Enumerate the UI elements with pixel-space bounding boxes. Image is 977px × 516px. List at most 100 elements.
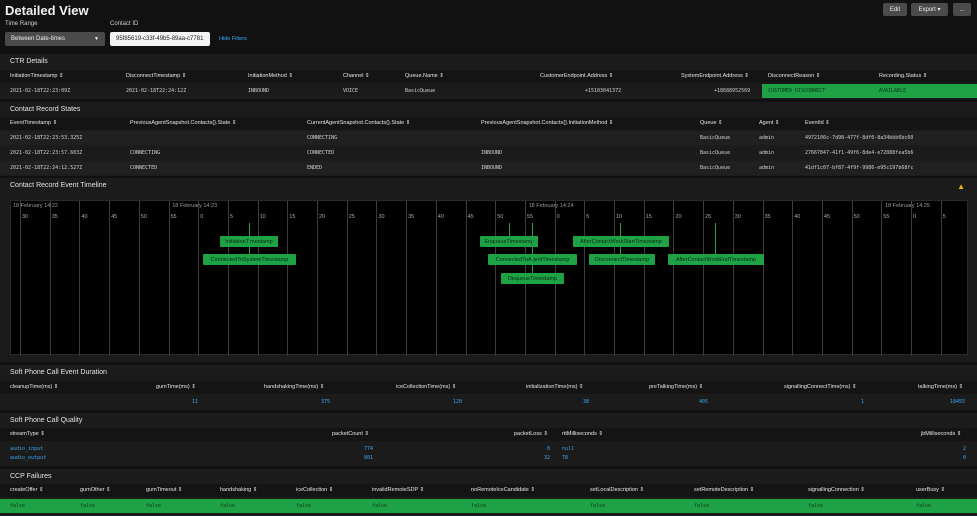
timeline-gridline: [168, 201, 170, 356]
col-header[interactable]: InitiationTimestamp ⇕: [10, 73, 64, 79]
timeline-gridline: [138, 201, 140, 356]
timeline-gridline: [673, 201, 675, 356]
col-header[interactable]: iceCollectionTime(ms) ⇕: [396, 384, 457, 390]
hide-filters-link[interactable]: Hide Filters: [219, 36, 247, 42]
col-header[interactable]: DisconnectReason ⇕: [768, 73, 821, 79]
col-header[interactable]: iceCollection ⇕: [296, 487, 334, 493]
timeline-gridline: [317, 201, 318, 356]
col-header[interactable]: EventTimestamp ⇕: [10, 120, 58, 126]
timeline-event[interactable]: AfterContactWorkStartTimestamp: [573, 236, 669, 247]
timeline-gridline: [792, 201, 794, 356]
timeline-tick-label: 0: [200, 214, 204, 220]
timeline-tick-label: 50: [497, 214, 504, 220]
timeline-event[interactable]: ConnectedToSystemTimestamp: [203, 254, 296, 265]
timeline-event[interactable]: DisconnectTimestamp: [589, 254, 655, 265]
col-header[interactable]: talkingTime(ms) ⇕: [918, 384, 964, 390]
col-header[interactable]: signallingConnectTime(ms) ⇕: [784, 384, 857, 390]
timeline-tick-label: 5: [229, 214, 233, 220]
col-header[interactable]: Agent ⇕: [759, 120, 780, 126]
col-header[interactable]: jbMilliseconds ⇕: [921, 431, 962, 437]
col-header[interactable]: gumTime(ms) ⇕: [156, 384, 196, 390]
col-header[interactable]: CustomerEndpoint.Address ⇕: [540, 73, 614, 79]
quality-header-row: streamType ⇕ packetCount ⇕ packetLoss ⇕ …: [0, 428, 977, 441]
timeline-tick-label: 45: [467, 214, 474, 220]
timeline-tick-label: 30: [22, 214, 29, 220]
edit-button[interactable]: Edit: [883, 3, 907, 16]
event-marker-line: [249, 223, 250, 254]
col-header[interactable]: handshaking ⇕: [220, 487, 258, 493]
col-header[interactable]: PreviousAgentSnapshot.Contacts{}.Initiat…: [481, 120, 614, 126]
timeline-tick-label: 20: [319, 214, 326, 220]
col-header[interactable]: setRemoteDescription ⇕: [694, 487, 755, 493]
duration-title: Soft Phone Call Event Duration: [10, 369, 107, 376]
col-header[interactable]: signallingConnection ⇕: [808, 487, 865, 493]
col-header[interactable]: cleanupTime(ms) ⇕: [10, 384, 59, 390]
col-header[interactable]: handshakingTime(ms) ⇕: [264, 384, 325, 390]
disconnect-reason: CUSTOMER_DISCONNECT: [768, 88, 826, 94]
more-button[interactable]: ...: [953, 3, 971, 16]
contact-id-label: Contact ID: [110, 21, 139, 27]
time-range-select[interactable]: Between Date-times ▼: [5, 32, 105, 46]
col-header[interactable]: gumTimeout ⇕: [146, 487, 183, 493]
col-header[interactable]: Queue ⇕: [700, 120, 723, 126]
timeline-event[interactable]: DequeueTimestamp: [501, 273, 564, 284]
timeline-gridline: [346, 201, 348, 356]
col-header[interactable]: noRemoteIceCandidate ⇕: [471, 487, 535, 493]
timeline-tick-label: 35: [764, 214, 771, 220]
col-header[interactable]: packetLoss ⇕: [514, 431, 548, 437]
timeline-tick-label: 10: [259, 214, 266, 220]
timeline-gridline: [109, 201, 111, 356]
warning-icon[interactable]: ▲: [957, 182, 965, 191]
timeline-event[interactable]: EnqueueTimestamp: [480, 236, 538, 247]
timeline-tick-label: 55: [883, 214, 890, 220]
timeline-gridline: [79, 201, 81, 356]
col-header[interactable]: Queue.Name ⇕: [405, 73, 444, 79]
status-highlight: [762, 84, 977, 98]
timeline-gridline: [435, 201, 437, 356]
col-header[interactable]: DisconnectTimestamp ⇕: [126, 73, 187, 79]
export-button[interactable]: Export ▾: [911, 3, 948, 16]
col-header[interactable]: streamType ⇕: [10, 431, 45, 437]
timeline-tick-label: 25: [348, 214, 355, 220]
timeline-date-label: 18 February 14:22: [13, 203, 58, 209]
quality-title: Soft Phone Call Quality: [10, 417, 83, 424]
col-header[interactable]: PreviousAgentSnapshot.Contacts{}.State ⇕: [130, 120, 237, 126]
col-header[interactable]: CurrentAgentSnapshot.Contacts{}.State ⇕: [307, 120, 411, 126]
col-header[interactable]: userBusy ⇕: [916, 487, 946, 493]
timeline-chart[interactable]: 30 35 40 45 50 55 0 5 10 15 20 25 30 35 40 45 50 55 0 5 10 15…: [10, 200, 968, 356]
ccp-header-row: createOffer ⇕ gumOther ⇕ gumTimeout ⇕ ha…: [0, 484, 977, 497]
col-header[interactable]: packetCount ⇕: [332, 431, 370, 437]
col-header[interactable]: rttMilliseconds ⇕: [562, 431, 603, 437]
table-row: 11 375 120 38 405 1 18455: [192, 399, 966, 405]
timeline-event[interactable]: AfterContactWorkEndTimestamp: [668, 254, 764, 265]
col-header[interactable]: SystemEndpoint.Address ⇕: [681, 73, 749, 79]
col-header[interactable]: preTalkingTime(ms) ⇕: [649, 384, 704, 390]
col-header[interactable]: Recording.Status ⇕: [879, 73, 928, 79]
timeline-date-label: 18 February 14:24: [528, 203, 574, 209]
col-header[interactable]: setLocalDescription ⇕: [590, 487, 645, 493]
col-header[interactable]: gumOther ⇕: [80, 487, 111, 493]
timeline-tick-label: 45: [111, 214, 118, 220]
contact-id-input[interactable]: 95f85619-c33f-49b5-89aa-c7781: [110, 32, 210, 46]
timeline-tick-label: 30: [378, 214, 385, 220]
timeline-tick-label: 5: [942, 214, 946, 220]
states-title: Contact Record States: [10, 106, 81, 113]
timeline-gridline: [20, 201, 21, 356]
col-header[interactable]: initializationTime(ms) ⇕: [526, 384, 584, 390]
duration-header-row: cleanupTime(ms) ⇕ gumTime(ms) ⇕ handshak…: [0, 381, 977, 394]
timeline-gridline: [584, 201, 586, 356]
timeline-gridline: [851, 201, 853, 356]
col-header[interactable]: EventId ⇕: [805, 120, 830, 126]
col-header[interactable]: Channel ⇕: [343, 73, 370, 79]
timeline-gridline: [762, 201, 764, 356]
timeline-tick-label: 35: [408, 214, 415, 220]
col-header[interactable]: InitiationMethod ⇕: [248, 73, 293, 79]
col-header[interactable]: createOffer ⇕: [10, 487, 44, 493]
event-marker-line: [715, 223, 716, 254]
timeline-gridline: [881, 201, 883, 356]
event-duration-panel: Soft Phone Call Event Duration cleanupTi…: [0, 365, 977, 410]
col-header[interactable]: invalidRemoteSDP ⇕: [372, 487, 425, 493]
page-title: Detailed View: [5, 3, 89, 18]
table-row: 2021-02-18T22:23:09Z 2021-02-18T22:24:12…: [0, 84, 977, 98]
timeline-tick-label: 40: [437, 214, 444, 220]
